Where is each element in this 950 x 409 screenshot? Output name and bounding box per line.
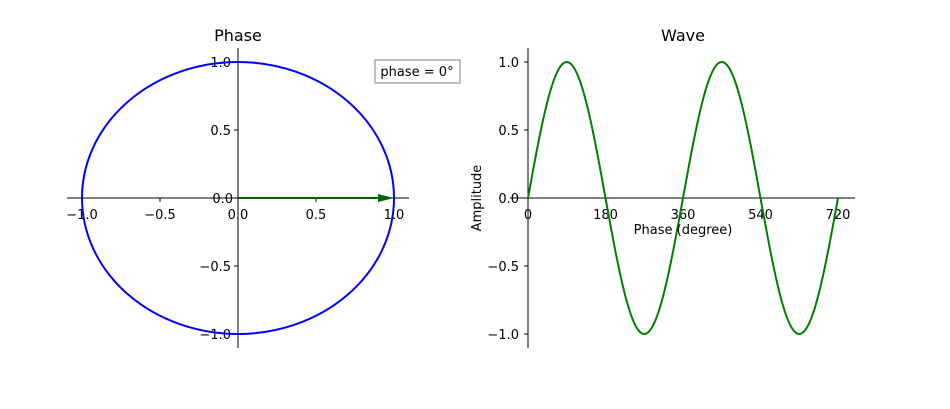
phase-y-ticks: −1.0−0.50.00.51.0 [199,56,238,343]
wave-y-tick-label: −1.0 [487,328,519,343]
phase-x-tick-label: 0.5 [306,208,327,223]
wave-xlabel: Phase (degree) [634,223,733,238]
wave-ylabel: Amplitude [470,165,485,232]
phase-x-tick-label: −1.0 [66,208,98,223]
wave-y-tick-label: 0.0 [498,192,519,207]
wave-y-ticks: −1.0 −0.5 0.0 0.5 1.0 [487,56,528,343]
wave-x-tick-label: 540 [748,208,773,223]
wave-x-tick-label: 0 [524,208,532,223]
phase-y-tick-label: 0.5 [210,124,231,139]
wave-y-tick-label: −0.5 [487,260,519,275]
wave-x-ticks: 0 180 360 540 720 [524,198,851,223]
phase-x-tick-label: 1.0 [384,208,405,223]
phase-x-tick-label: 0.0 [228,208,249,223]
phase-x-tick-label: −0.5 [144,208,176,223]
sine-wave-line [527,60,839,336]
phase-annotation: phase = 0° [374,59,461,84]
phase-arrow [238,194,394,202]
wave-x-tick-label: 720 [826,208,851,223]
wave-y-tick-label: 0.5 [498,124,519,139]
wave-x-tick-label: 180 [593,208,618,223]
wave-y-tick-label: 1.0 [498,56,519,71]
wave-panel: Wave 0 180 360 540 720 −1.0 −0.5 0.0 0.5 1.0 Pha… [470,26,855,348]
phase-y-tick-label: −0.5 [199,260,231,275]
phase-panel: Phase −1.0 −0.5 0.0 0.5 1.0 −1.0 −0.5 0.0 0.5 1.… [66,26,461,348]
phase-y-tick-label: 0.0 [212,192,233,207]
wave-x-tick-label: 360 [671,208,696,223]
phase-arrow-head [378,194,394,202]
phase-annotation-box [374,59,461,84]
phase-x-ticks: −1.0 −0.5 0.0 0.5 1.0 [66,198,404,223]
phase-annotation-text: phase = 0° [380,65,453,80]
phase-title: Phase [214,26,262,45]
wave-title: Wave [661,26,705,45]
